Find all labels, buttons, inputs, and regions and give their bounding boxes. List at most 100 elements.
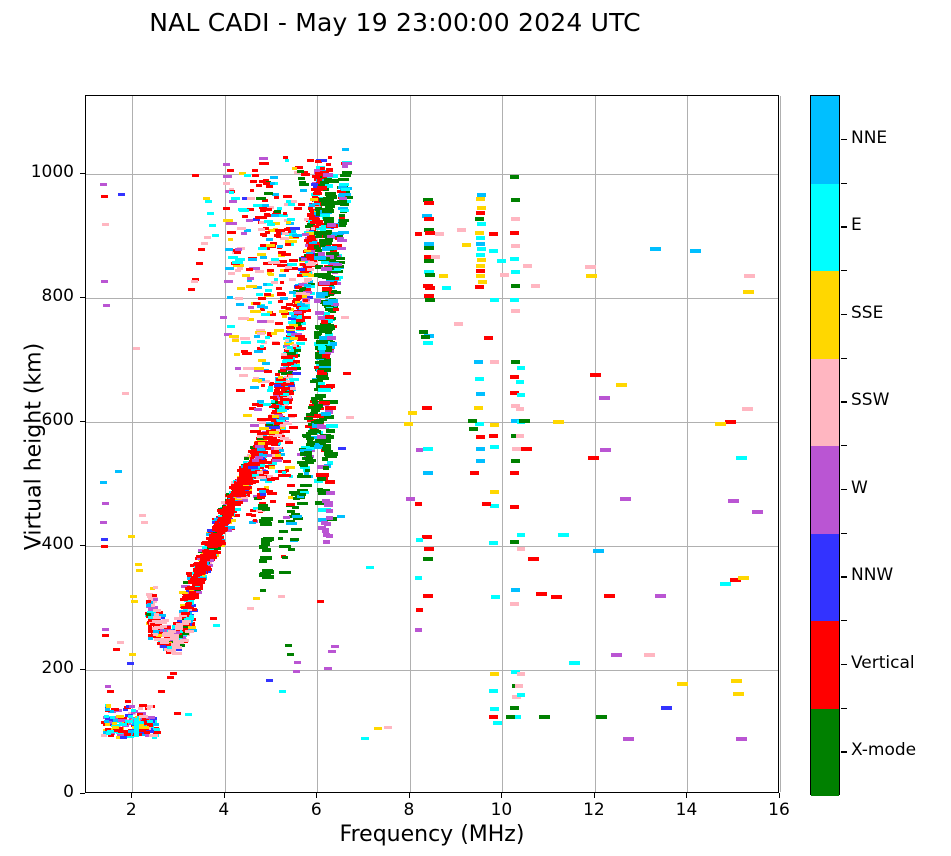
echo-point (317, 477, 326, 482)
y-tick (80, 172, 85, 174)
echo-point (314, 393, 326, 398)
echo-point (140, 521, 148, 524)
echo-point (284, 643, 292, 647)
echo-point (284, 441, 294, 445)
echo-point (286, 366, 297, 370)
x-tick-label: 4 (218, 800, 230, 820)
echo-point (270, 418, 276, 422)
echo-point (236, 286, 245, 290)
echo-point (314, 200, 323, 203)
x-tick-label: 8 (403, 800, 415, 820)
echo-point (314, 341, 325, 346)
echo-point (174, 628, 180, 632)
echo-point (211, 528, 218, 532)
echo-point (269, 175, 278, 179)
echo-point (324, 308, 334, 312)
echo-point (99, 182, 107, 186)
echo-point (259, 162, 269, 166)
echo-point (314, 361, 324, 365)
echo-point (242, 215, 248, 219)
echo-point (270, 257, 280, 261)
echo-point (106, 728, 112, 731)
echo-point (510, 434, 520, 439)
echo-point (170, 672, 178, 676)
echo-point (270, 331, 277, 335)
echo-point (147, 719, 154, 723)
echo-point (423, 201, 434, 206)
echo-point (251, 449, 263, 453)
echo-point (165, 641, 173, 645)
echo-point (137, 713, 144, 717)
echo-point (283, 394, 292, 398)
echo-point (166, 644, 174, 648)
echo-point (166, 650, 175, 654)
echo-point (223, 506, 234, 510)
echo-point (240, 480, 252, 484)
echo-point (305, 231, 315, 235)
echo-point (162, 618, 169, 622)
echo-point (255, 196, 266, 200)
echo-point (261, 574, 274, 579)
echo-point (246, 512, 252, 516)
echo-point (569, 660, 581, 665)
echo-point (256, 329, 266, 333)
echo-point (275, 229, 285, 233)
echo-point (146, 593, 153, 597)
echo-point (133, 728, 139, 733)
echo-point (373, 726, 382, 730)
echo-point (511, 244, 521, 249)
echo-point (268, 228, 275, 232)
echo-point (213, 623, 221, 627)
echo-point (288, 414, 298, 418)
y-tick-label: 1000 (30, 161, 74, 182)
echo-point (269, 499, 276, 503)
echo-point (295, 297, 301, 301)
plot-area (85, 95, 781, 793)
echo-point (179, 613, 187, 617)
echo-point (248, 520, 257, 524)
echo-point (255, 456, 263, 460)
echo-point (320, 319, 329, 324)
echo-point (149, 734, 158, 738)
echo-point (111, 725, 120, 729)
echo-point (313, 191, 323, 195)
echo-point (285, 520, 296, 524)
echo-point (264, 207, 272, 211)
echo-point (285, 266, 292, 270)
echo-point (306, 414, 317, 418)
echo-point (295, 300, 301, 304)
echo-point (173, 642, 181, 646)
echo-point (299, 307, 308, 311)
echo-point (240, 340, 252, 344)
echo-point (332, 265, 345, 269)
echo-point (510, 458, 520, 463)
echo-point (742, 406, 754, 411)
echo-point (271, 477, 279, 481)
echo-point (195, 555, 203, 559)
echo-point (320, 167, 326, 171)
echo-point (182, 633, 187, 637)
echo-point (660, 705, 672, 710)
echo-point (516, 672, 525, 677)
echo-point (481, 502, 491, 507)
echo-point (204, 559, 214, 563)
echo-point (300, 316, 311, 320)
echo-point (285, 227, 291, 231)
x-tick (686, 793, 688, 798)
echo-point (259, 589, 266, 593)
echo-point (284, 473, 291, 477)
echo-point (490, 707, 500, 712)
echo-point (300, 305, 309, 309)
echo-point (303, 238, 312, 242)
echo-point (257, 403, 264, 407)
echo-point (265, 231, 271, 235)
echo-point (294, 291, 306, 295)
echo-point (290, 346, 296, 350)
echo-point (306, 251, 313, 255)
echo-point (129, 732, 136, 736)
echo-point (340, 188, 351, 192)
echo-point (246, 277, 254, 281)
echo-point (266, 491, 277, 495)
echo-point (269, 434, 280, 438)
echo-point (260, 208, 269, 212)
